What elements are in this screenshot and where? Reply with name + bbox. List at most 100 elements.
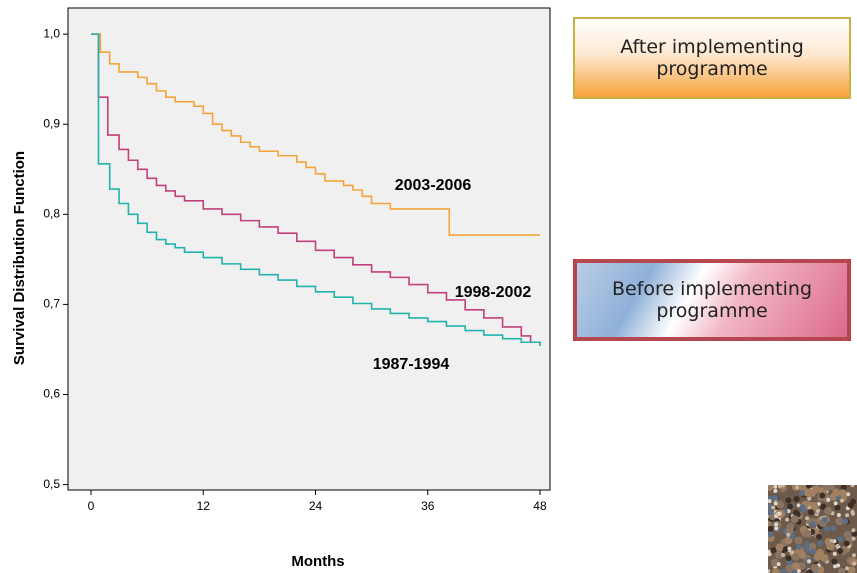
photo-dot (768, 569, 771, 573)
photo-dot (846, 492, 851, 497)
photo-dot (768, 503, 773, 510)
photo-dot (852, 561, 857, 566)
x-tick-label: 36 (421, 499, 435, 513)
photo-dot (773, 489, 778, 493)
photo-dot (791, 569, 798, 573)
photo-dot (770, 547, 777, 554)
photo-dot (776, 500, 785, 509)
photo-dot (824, 507, 832, 515)
photo-dot (793, 509, 800, 516)
photo-dot (821, 516, 828, 523)
photo-dot (768, 552, 772, 557)
y-tick-label: 0,7 (43, 297, 60, 311)
photo-dot (813, 552, 822, 561)
photo-dot (810, 548, 816, 555)
y-tick-label: 1,0 (43, 26, 60, 40)
photo-dot (836, 513, 841, 517)
photo-dot (811, 564, 819, 572)
photo-dot (774, 522, 779, 527)
x-tick-label: 48 (533, 499, 547, 513)
photo-dot (840, 485, 847, 491)
photo-dot (776, 562, 781, 567)
photo-dot (842, 518, 849, 525)
x-tick-label: 0 (88, 499, 95, 513)
photo-dot (834, 504, 841, 511)
photo-dot (816, 533, 822, 540)
photo-dot (795, 485, 800, 490)
before-callout: Before implementing programme (573, 259, 851, 341)
photo-dot (772, 568, 780, 573)
photo-dot (780, 568, 787, 573)
photo-dot (826, 485, 835, 491)
photo-dot (777, 511, 782, 516)
series-label: 2003-2006 (395, 177, 472, 194)
photo-dot (798, 490, 805, 496)
photo-dot (796, 569, 801, 573)
photo-dot (771, 505, 776, 510)
photo-dot (787, 546, 792, 551)
y-tick-label: 0,8 (43, 206, 60, 220)
photo-dot (789, 533, 796, 540)
photo-dot (793, 496, 800, 502)
photo-dot (820, 554, 829, 562)
photo-dot (850, 485, 855, 488)
photo-dot (830, 525, 837, 532)
photo-dot (768, 525, 774, 532)
y-axis-title: Survival Distribution Function (11, 151, 28, 365)
photo-dot (835, 517, 844, 526)
photo-dot (831, 558, 838, 565)
photo-dot (795, 543, 802, 550)
photo-dot (843, 540, 850, 547)
photo-dot (819, 492, 826, 499)
photo-dot (838, 489, 847, 498)
photo-dot (851, 528, 856, 533)
photo-dot (768, 509, 773, 516)
photo-dot (832, 551, 837, 556)
photo-dot (787, 503, 794, 510)
photo-dot (791, 562, 800, 571)
photo-dot (807, 489, 816, 498)
photo-dot (807, 496, 812, 501)
photo-dot (808, 542, 817, 551)
photo-dot (836, 563, 841, 568)
photo-dot (803, 543, 810, 550)
photo-dot (851, 530, 857, 537)
photo-dot (774, 526, 779, 531)
photo-dot (775, 543, 784, 552)
photo-dot (852, 553, 856, 558)
photo-dot (773, 501, 778, 506)
photo-dot (835, 544, 840, 548)
photo-dot (847, 566, 856, 573)
survival-line (91, 33, 541, 346)
chart: Months Survival Distribution Function 0,… (11, 7, 551, 570)
photo-dot (790, 515, 799, 523)
photo-dot (785, 555, 792, 562)
photo-dot (786, 522, 795, 531)
photo-dot (798, 550, 807, 559)
photo-dot (782, 546, 789, 553)
photo-dot (775, 550, 784, 559)
crowd-photo (768, 485, 857, 573)
photo-dot (810, 502, 819, 510)
photo-dot (768, 531, 774, 538)
photo-dot (790, 550, 795, 555)
photo-dot (847, 502, 854, 509)
photo-dot (826, 497, 831, 502)
y-tick-label: 0,9 (43, 116, 60, 130)
photo-dot (781, 553, 786, 557)
photo-dot (780, 485, 785, 488)
photo-dot (833, 501, 838, 506)
photo-dot (826, 542, 835, 550)
photo-dot (777, 485, 782, 489)
x-tick-label: 12 (197, 499, 211, 513)
photo-dot (772, 494, 779, 501)
photo-dot (785, 497, 792, 504)
photo-dot (833, 564, 838, 569)
survival-line (91, 33, 541, 346)
y-tick-label: 0,6 (43, 387, 60, 401)
photo-dot (786, 559, 793, 566)
photo-dot (768, 499, 772, 504)
photo-dot (805, 485, 812, 489)
photo-dot (844, 566, 849, 571)
